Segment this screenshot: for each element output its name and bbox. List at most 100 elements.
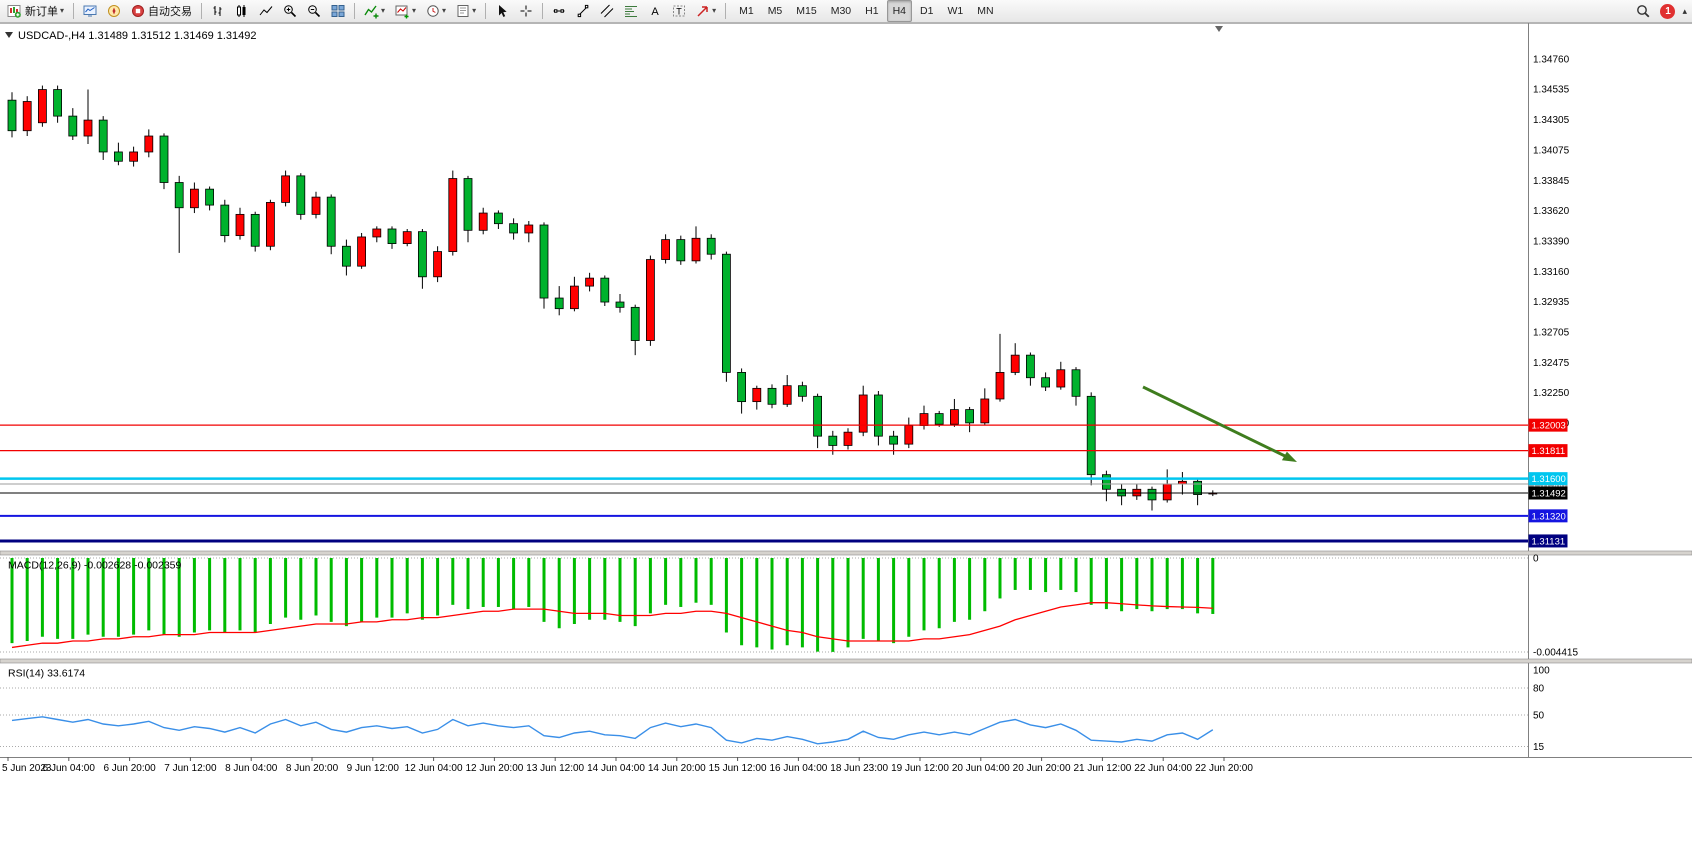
time-axis-label: 7 Jun 12:00 xyxy=(164,763,217,774)
indicators-button[interactable]: ▾ xyxy=(360,0,389,22)
equidistant-channel-button[interactable] xyxy=(596,0,618,22)
trendline-button[interactable] xyxy=(572,0,594,22)
bear-candle xyxy=(463,178,473,231)
toolbar-separator xyxy=(725,3,727,19)
bull-candle xyxy=(980,398,990,424)
bull-candle xyxy=(585,277,594,287)
price-axis-label: 1.32475 xyxy=(1533,358,1570,369)
clock-icon xyxy=(427,5,439,17)
time-axis-label: 5 Jun 2023 xyxy=(2,763,52,774)
market-watch-button[interactable] xyxy=(79,0,101,22)
time-axis-label: 14 Jun 20:00 xyxy=(648,763,706,774)
cursor-icon xyxy=(499,5,507,17)
price-axis[interactable]: 1.34760 1.34535 1.34305 1.34075 1.33845 1.336… xyxy=(1533,55,1570,430)
bull-candle xyxy=(919,413,929,426)
bull-candle xyxy=(433,251,443,278)
notification-badge[interactable]: 1 xyxy=(1660,3,1676,19)
price-axis-label: 1.33845 xyxy=(1533,176,1570,187)
rsi-axis-label: 15 xyxy=(1533,742,1545,753)
panel-splitter[interactable] xyxy=(0,658,1692,664)
price-level-pivot-cyan[interactable]: 1.31600 xyxy=(0,472,1568,486)
bull-candle xyxy=(189,188,199,209)
chart-bars-button[interactable] xyxy=(207,0,229,22)
crosshair-button[interactable] xyxy=(515,0,537,22)
timeframe-m1-button[interactable]: M1 xyxy=(739,5,754,17)
bull-candle xyxy=(950,409,959,425)
chart-frame xyxy=(0,23,1692,758)
bull-candle xyxy=(281,175,291,203)
timeframe-h4-button[interactable]: H4 xyxy=(886,0,913,22)
chart-shift-marker[interactable] xyxy=(1215,26,1223,32)
price-tag xyxy=(1528,534,1568,548)
autotrading-button[interactable]: 自动交易 xyxy=(127,0,196,22)
timeframe-m30-button[interactable]: M30 xyxy=(830,5,852,17)
bear-candle xyxy=(1086,395,1096,476)
price-axis-label: 1.33620 xyxy=(1533,206,1570,217)
chart-line-button[interactable] xyxy=(255,0,277,22)
new-order-button[interactable]: 新订单 ▾ xyxy=(3,0,68,22)
rsi-axis-label: 50 xyxy=(1533,711,1545,722)
price-level-support-lower[interactable]: 1.31131 xyxy=(0,534,1568,548)
toolbar-overflow-button[interactable]: ▴ xyxy=(1682,5,1687,16)
panel-splitter[interactable] xyxy=(0,550,1692,556)
new-chart-icon xyxy=(395,5,409,18)
periods-button[interactable]: ▾ xyxy=(422,0,450,22)
bull-candle xyxy=(235,213,245,237)
search-button[interactable] xyxy=(1632,0,1655,22)
bull-candle xyxy=(265,202,275,247)
bear-candle xyxy=(828,435,838,446)
bar-chart-icon xyxy=(213,6,222,16)
time-axis-label: 20 Jun 04:00 xyxy=(952,763,1010,774)
timeframe-w1-button[interactable]: W1 xyxy=(947,5,964,17)
arrow-shape-icon xyxy=(697,6,708,17)
trend-arrow[interactable] xyxy=(1142,385,1297,462)
bear-candle xyxy=(539,224,549,299)
time-axis-label: 6 Jun 04:00 xyxy=(43,763,96,774)
bull-candle xyxy=(691,237,701,262)
candlestick-chart-icon xyxy=(237,5,246,17)
timeframe-d1-button[interactable]: D1 xyxy=(920,5,934,17)
zoom-in-button[interactable] xyxy=(279,0,301,22)
bear-candle xyxy=(600,277,610,303)
chart-candles-button[interactable] xyxy=(231,0,253,22)
macd-panel: MACD(12,26,9) -0.002628 -0.002359 0 -0.004… xyxy=(0,554,1578,659)
navigator-button[interactable] xyxy=(103,0,125,22)
cursor-button[interactable] xyxy=(491,0,513,22)
time-axis-label: 16 Jun 04:00 xyxy=(769,763,827,774)
tile-windows-button[interactable] xyxy=(327,0,349,22)
toolbar: 新订单 ▾ 自动交易 xyxy=(0,0,1692,23)
bull-candle xyxy=(995,372,1005,400)
one-click-trading-arrow[interactable] xyxy=(5,32,13,38)
time-axis-label: 12 Jun 04:00 xyxy=(405,763,463,774)
text-tool-button[interactable]: A xyxy=(644,0,666,22)
dropdown-arrow-icon: ▾ xyxy=(412,6,417,15)
timeframe-mn-button[interactable]: MN xyxy=(977,5,994,17)
line-chart-icon xyxy=(259,6,273,16)
price-axis-label: 1.33160 xyxy=(1533,267,1570,278)
fibonacci-button[interactable] xyxy=(620,0,642,22)
price-level-resistance-lower[interactable]: 1.31811 xyxy=(0,444,1568,458)
timeframe-m15-button[interactable]: M15 xyxy=(796,5,817,17)
bear-candle xyxy=(250,213,260,247)
chart-area[interactable]: 1.34760 1.34535 1.34305 1.34075 1.33845 1.336… xyxy=(0,23,1692,844)
price-level-current-price[interactable]: 1.31492 xyxy=(0,486,1568,500)
time-axis-label: 14 Jun 04:00 xyxy=(587,763,645,774)
rsi-line xyxy=(11,716,1214,745)
timeframe-h1-button[interactable]: H1 xyxy=(865,5,879,17)
time-axis-label: 12 Jun 20:00 xyxy=(465,763,523,774)
templates-button[interactable]: ▾ xyxy=(452,0,480,22)
new-chart-button[interactable]: ▾ xyxy=(391,0,420,22)
fibonacci-icon xyxy=(625,6,638,17)
horizontal-line-button[interactable] xyxy=(548,0,570,22)
bull-candle xyxy=(782,385,792,405)
price-level-resistance-upper[interactable]: 1.32003 xyxy=(0,418,1568,432)
bear-candle xyxy=(387,228,397,244)
price-tag-label: 1.31600 xyxy=(1532,474,1566,485)
zoom-out-button[interactable] xyxy=(303,0,325,22)
shapes-button[interactable]: ▾ xyxy=(692,0,720,22)
price-level-support-upper[interactable]: 1.31320 xyxy=(0,509,1568,523)
text-label-button[interactable]: T xyxy=(668,0,690,22)
timeframe-m5-button[interactable]: M5 xyxy=(767,5,783,17)
